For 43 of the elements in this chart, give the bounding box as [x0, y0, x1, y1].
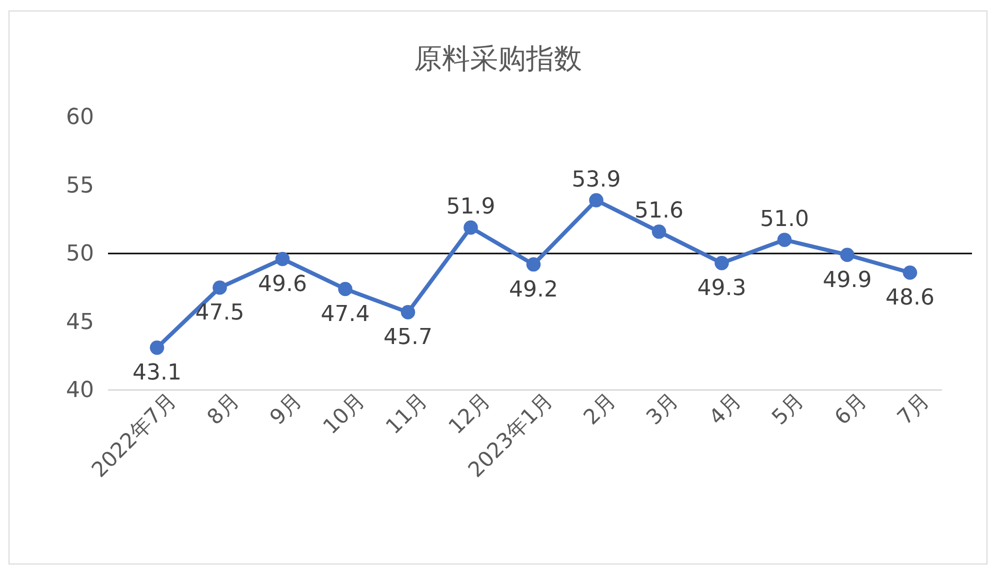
- text: 51.0: [760, 206, 809, 232]
- x-tick-label: 3月: [642, 388, 683, 430]
- x-tick-label: 2月: [578, 388, 620, 430]
- point: [275, 252, 290, 266]
- x-tick-label: 12月: [444, 388, 495, 439]
- point: [338, 282, 352, 296]
- chart-title: 原料采购指数: [414, 42, 582, 75]
- text: 49.3: [697, 276, 746, 302]
- y-tick-label: 45: [66, 310, 94, 335]
- x-tick-label: 9月: [265, 388, 306, 430]
- text: 49.2: [509, 277, 558, 302]
- point: [589, 193, 604, 208]
- point: [714, 256, 729, 270]
- text: 47.4: [320, 302, 370, 327]
- point: [400, 305, 416, 320]
- text: 48.6: [886, 286, 934, 311]
- text: 53.9: [572, 167, 621, 192]
- point: [777, 232, 792, 247]
- x-tick-label: 6月: [830, 388, 872, 430]
- text: 49.6: [258, 272, 307, 297]
- y-tick-label: 60: [66, 105, 94, 130]
- x-tick-label: 7月: [892, 388, 934, 430]
- point: [150, 340, 164, 355]
- x-tick-label: 11月: [381, 388, 432, 439]
- text: 49.9: [822, 268, 872, 293]
- point: [526, 257, 541, 272]
- text: 45.7: [384, 325, 432, 350]
- text: 47.5: [195, 300, 244, 326]
- point: [652, 224, 666, 239]
- x-tick-label: 5月: [767, 388, 808, 430]
- y-tick-label: 40: [66, 378, 94, 404]
- y-tick-label: 50: [66, 242, 94, 267]
- point: [840, 248, 854, 262]
- text: 51.9: [446, 194, 496, 220]
- x-tick-label: 10月: [318, 388, 370, 439]
- point: [212, 280, 227, 295]
- text: 51.6: [634, 198, 684, 224]
- point: [902, 265, 918, 280]
- y-tick-label: 55: [66, 173, 94, 198]
- x-tick-label: 8月: [202, 388, 244, 430]
- x-tick-label: 4月: [704, 388, 746, 430]
- point: [464, 220, 478, 235]
- text: 43.1: [132, 360, 182, 386]
